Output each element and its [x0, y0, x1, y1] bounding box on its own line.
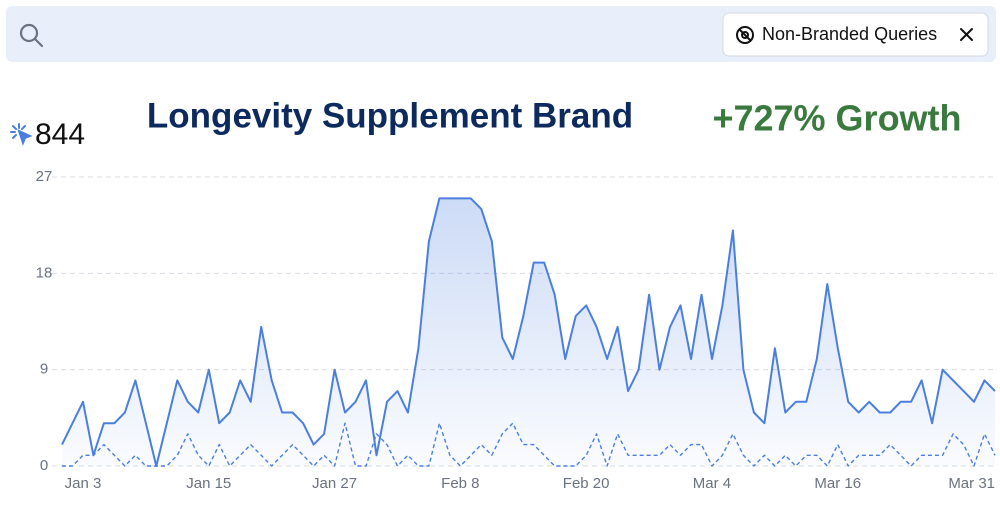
growth-annotation: +727% Growth [712, 98, 961, 139]
area [62, 198, 995, 466]
y-tick-label: 27 [36, 168, 53, 185]
y-tick-label: 0 [40, 457, 48, 474]
x-tick-label: Jan 3 [65, 475, 102, 492]
click-icon [10, 123, 33, 146]
search-icon [19, 23, 44, 48]
line [61, 197, 996, 467]
filter-chip[interactable] [722, 12, 989, 57]
y-tick-label: 18 [36, 264, 53, 281]
non-branded-icon [736, 26, 754, 44]
line [62, 422, 996, 467]
y-tick-label: 9 [40, 361, 48, 378]
x-tick-label: Mar 4 [693, 475, 731, 492]
x-tick-label: Jan 27 [312, 475, 357, 492]
chart-title: Longevity Supplement Brand [147, 96, 633, 135]
x-tick-label: Feb 8 [441, 475, 479, 492]
x-tick-label: Mar 31 [948, 475, 995, 492]
x-tick-label: Jan 15 [186, 475, 231, 492]
plot: 0 9 18 27 Jan 3 Jan 15 Jan 27 Feb 8 Feb 20 Mar 4 M… [36, 168, 996, 492]
filter-label: Non-Branded Queries [762, 24, 937, 44]
x-tick-label: Feb 20 [563, 475, 610, 492]
x-tick-label: Mar 16 [814, 475, 861, 492]
click-count: 844 [35, 118, 85, 151]
close-icon[interactable] [960, 28, 973, 41]
